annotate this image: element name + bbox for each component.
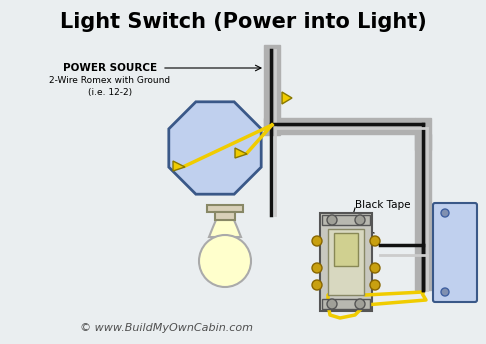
Bar (207, 205, 243, 212)
Bar (320, 213, 372, 311)
Text: (i.e. 12-2): (i.e. 12-2) (88, 87, 132, 97)
Circle shape (441, 288, 449, 296)
Polygon shape (282, 92, 292, 104)
Text: Light Switch (Power into Light): Light Switch (Power into Light) (60, 12, 426, 32)
Bar (415, 118, 431, 150)
Text: POWER SOURCE: POWER SOURCE (63, 63, 157, 73)
Text: 2-Wire Romex with Ground: 2-Wire Romex with Ground (50, 75, 171, 85)
Polygon shape (235, 148, 247, 158)
FancyBboxPatch shape (433, 203, 477, 302)
Circle shape (312, 236, 322, 246)
Circle shape (370, 280, 380, 290)
Polygon shape (209, 220, 241, 237)
Bar (328, 229, 364, 295)
Text: Black Tape: Black Tape (355, 200, 411, 210)
Circle shape (441, 209, 449, 217)
Circle shape (370, 263, 380, 273)
Bar (415, 134, 431, 290)
Circle shape (355, 215, 365, 225)
Polygon shape (173, 161, 185, 171)
Circle shape (355, 299, 365, 309)
Text: © www.BuildMyOwnCabin.com: © www.BuildMyOwnCabin.com (80, 323, 253, 333)
Bar (264, 45, 280, 135)
Polygon shape (169, 102, 261, 194)
Bar (322, 299, 370, 309)
Circle shape (312, 280, 322, 290)
Circle shape (327, 299, 337, 309)
Circle shape (370, 236, 380, 246)
Circle shape (327, 215, 337, 225)
Circle shape (312, 263, 322, 273)
Bar (322, 215, 370, 225)
Bar (215, 212, 235, 220)
Circle shape (199, 235, 251, 287)
Bar (334, 233, 358, 266)
Bar (264, 118, 415, 134)
